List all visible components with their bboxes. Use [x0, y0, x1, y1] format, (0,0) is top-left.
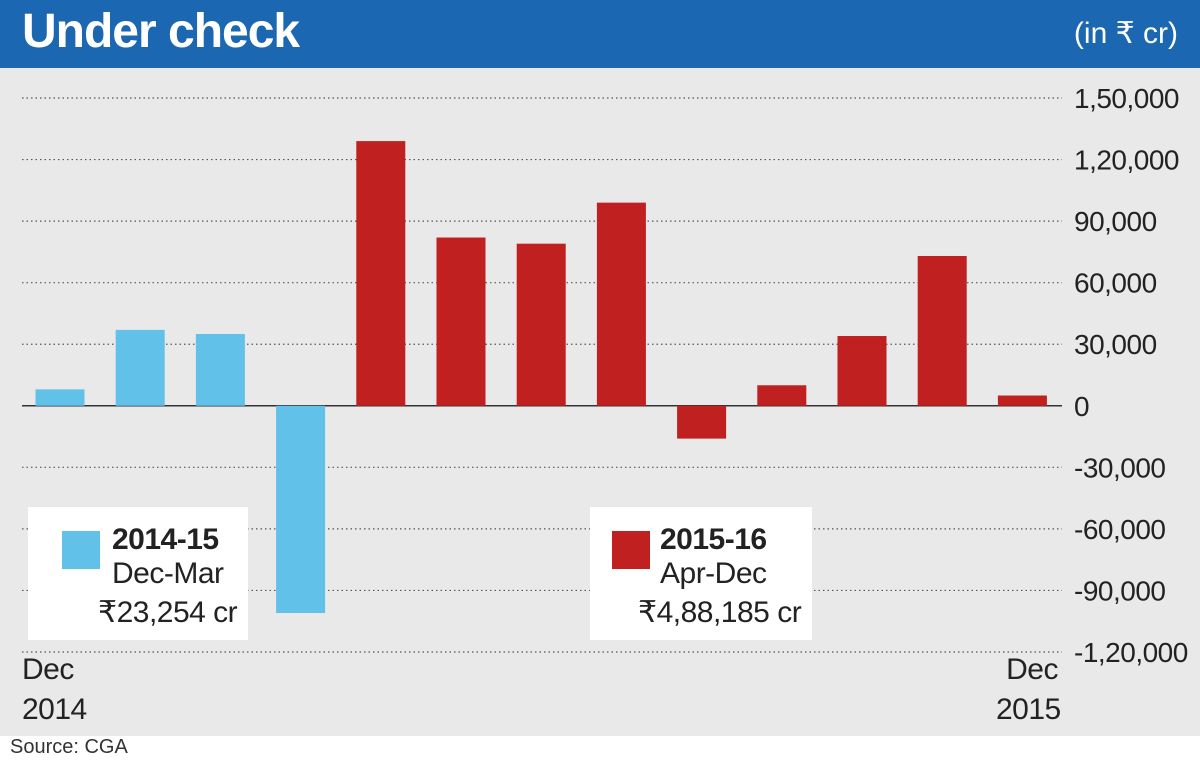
source-note: Source: CGA [10, 736, 128, 758]
bar-2015-16-9 [757, 385, 807, 406]
chart-title: Under check [22, 5, 300, 58]
bar-2014-15-0 [35, 389, 85, 406]
legend-total: ₹4,88,185 cr [638, 596, 802, 629]
bar-2014-15-3 [276, 405, 326, 614]
legend-year: 2015-16 [660, 523, 767, 556]
legend-range: Apr-Dec [660, 557, 767, 590]
y-tick-label: 60,000 [1074, 268, 1157, 299]
legend-2014-15: 2014-15 Dec-Mar ₹23,254 cr [28, 507, 248, 640]
bar-2015-16-5 [436, 237, 486, 406]
legend-total: ₹23,254 cr [98, 596, 238, 629]
y-tick-label: 0 [1074, 391, 1089, 422]
y-tick-label: 30,000 [1074, 329, 1157, 360]
bar-2014-15-2 [195, 333, 245, 406]
chart-unit: (in ₹ cr) [1073, 17, 1178, 50]
y-tick-label: 1,20,000 [1074, 145, 1179, 176]
x-end-month: Dec [1006, 653, 1058, 686]
legend-swatch-2014-15 [62, 531, 100, 569]
chart-header: Under check (in ₹ cr) [0, 0, 1200, 68]
legend-2015-16: 2015-16 Apr-Dec ₹4,88,185 cr [590, 507, 812, 640]
y-tick-label: -90,000 [1074, 575, 1165, 606]
y-tick-label: -1,20,000 [1074, 637, 1188, 668]
x-start-year: 2014 [22, 693, 87, 726]
x-axis-start-label: Dec 2014 [22, 650, 87, 730]
bar-2015-16-10 [837, 336, 887, 406]
bar-2015-16-12 [997, 395, 1047, 406]
legend-year: 2014-15 [112, 523, 219, 556]
bar-2015-16-6 [516, 243, 566, 406]
y-tick-label: 1,50,000 [1074, 83, 1179, 114]
bar-2015-16-8 [677, 405, 727, 439]
y-tick-label: -60,000 [1074, 514, 1165, 545]
x-start-month: Dec [22, 653, 74, 686]
y-tick-label: 90,000 [1074, 206, 1157, 237]
x-axis-end-label: Dec 2015 [996, 650, 1061, 730]
x-end-year: 2015 [996, 693, 1061, 726]
bar-2015-16-11 [917, 255, 967, 406]
bar-2014-15-1 [115, 329, 165, 406]
legend-range: Dec-Mar [112, 557, 224, 590]
legend-swatch-2015-16 [612, 531, 650, 569]
bar-2015-16-4 [356, 141, 406, 406]
y-tick-label: -30,000 [1074, 452, 1165, 483]
bar-2015-16-7 [596, 202, 646, 406]
